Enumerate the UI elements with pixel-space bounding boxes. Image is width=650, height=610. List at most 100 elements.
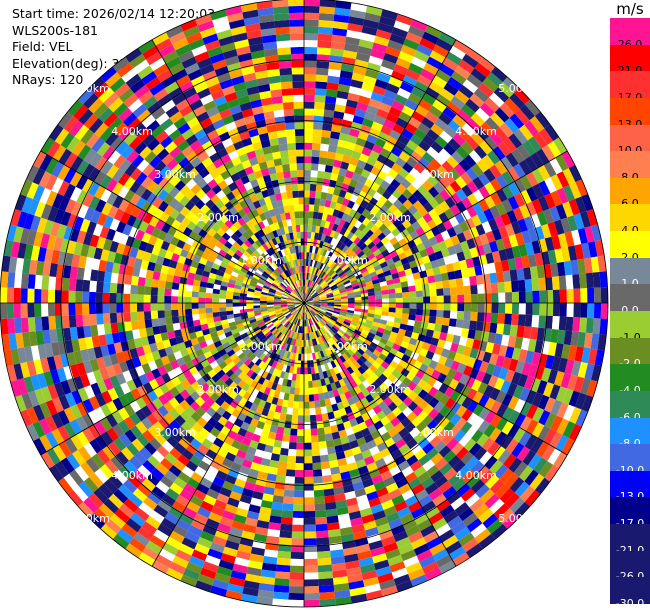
velocity-cell xyxy=(68,314,77,328)
velocity-cell xyxy=(489,427,502,442)
velocity-cell xyxy=(307,266,310,274)
velocity-cell xyxy=(428,236,438,247)
velocity-cell xyxy=(419,348,429,358)
velocity-cell xyxy=(323,488,335,497)
velocity-cell xyxy=(319,319,326,326)
velocity-cell xyxy=(337,250,345,259)
velocity-cell xyxy=(422,179,434,192)
velocity-cell xyxy=(471,214,482,227)
velocity-cell xyxy=(531,278,540,292)
velocity-cell xyxy=(499,122,514,138)
velocity-cell xyxy=(304,279,307,287)
velocity-cell xyxy=(304,401,310,409)
velocity-cell xyxy=(517,373,529,388)
velocity-cell xyxy=(379,319,388,326)
velocity-cell xyxy=(349,346,358,354)
velocity-cell xyxy=(338,189,347,199)
velocity-cell xyxy=(20,317,29,333)
velocity-cell xyxy=(587,287,595,303)
velocity-cell xyxy=(304,504,315,512)
velocity-cell xyxy=(483,384,495,398)
velocity-cell xyxy=(397,214,408,224)
velocity-cell xyxy=(294,483,304,491)
velocity-cell xyxy=(470,112,486,127)
velocity-cell xyxy=(416,354,426,364)
velocity-cell xyxy=(398,151,411,163)
velocity-cell xyxy=(391,369,401,379)
velocity-cell xyxy=(396,411,407,423)
velocity-cell xyxy=(304,293,308,301)
velocity-cell xyxy=(459,220,470,233)
velocity-cell xyxy=(304,170,311,178)
velocity-cell xyxy=(320,191,328,200)
velocity-cell xyxy=(347,249,355,258)
velocity-cell xyxy=(351,255,360,263)
velocity-cell xyxy=(366,104,379,115)
velocity-cell xyxy=(402,209,413,220)
velocity-cell xyxy=(455,200,467,213)
velocity-cell xyxy=(325,311,333,316)
velocity-cell xyxy=(431,353,441,363)
velocity-cell xyxy=(288,592,304,601)
velocity-cell xyxy=(531,168,545,184)
velocity-cell xyxy=(324,250,331,258)
velocity-cell xyxy=(308,273,312,281)
velocity-cell xyxy=(389,33,406,45)
velocity-cell xyxy=(329,261,337,269)
velocity-cell xyxy=(434,362,445,373)
velocity-cell xyxy=(285,476,295,484)
velocity-cell xyxy=(383,141,395,153)
velocity-cell xyxy=(417,471,431,484)
velocity-cell xyxy=(338,314,346,319)
velocity-cell xyxy=(117,273,126,285)
velocity-cell xyxy=(494,333,503,345)
velocity-cell xyxy=(340,63,355,73)
velocity-cell xyxy=(294,476,304,484)
velocity-cell xyxy=(474,265,483,276)
velocity-cell xyxy=(508,133,523,149)
velocity-cell xyxy=(327,251,333,259)
velocity-cell xyxy=(481,372,493,385)
velocity-cell xyxy=(335,0,352,10)
velocity-cell xyxy=(373,369,383,378)
velocity-cell xyxy=(346,328,354,335)
velocity-cell xyxy=(377,426,388,436)
velocity-cell xyxy=(320,335,327,343)
velocity-cell xyxy=(356,205,366,215)
velocity-cell xyxy=(82,291,90,303)
velocity-cell xyxy=(309,280,313,288)
velocity-cell xyxy=(316,330,321,337)
velocity-cell xyxy=(407,319,416,327)
velocity-cell xyxy=(341,442,352,452)
velocity-cell xyxy=(383,421,395,432)
velocity-cell xyxy=(306,299,314,303)
velocity-cell xyxy=(417,216,427,227)
velocity-cell xyxy=(332,21,349,30)
velocity-cell xyxy=(385,46,401,58)
velocity-cell xyxy=(306,303,314,307)
velocity-cell xyxy=(462,512,479,527)
velocity-cell xyxy=(310,310,316,316)
velocity-cell xyxy=(391,189,403,200)
velocity-cell xyxy=(374,200,384,211)
velocity-cell xyxy=(378,401,388,411)
velocity-cell xyxy=(339,393,347,402)
velocity-cell xyxy=(330,237,337,246)
velocity-cell xyxy=(523,216,535,231)
velocity-cell xyxy=(335,97,348,107)
velocity-cell xyxy=(561,151,575,169)
velocity-cell xyxy=(306,245,311,253)
velocity-cell xyxy=(150,303,158,312)
velocity-cell xyxy=(485,342,495,354)
velocity-cell xyxy=(417,437,430,449)
velocity-cell xyxy=(359,267,368,274)
velocity-cell xyxy=(481,221,493,234)
velocity-cell xyxy=(553,137,568,155)
velocity-cell xyxy=(429,303,437,310)
velocity-cell xyxy=(363,162,374,173)
velocity-cell xyxy=(322,316,329,323)
velocity-cell xyxy=(428,197,440,209)
velocity-cell xyxy=(494,464,509,479)
velocity-cell xyxy=(271,501,283,511)
velocity-cell xyxy=(347,92,360,102)
